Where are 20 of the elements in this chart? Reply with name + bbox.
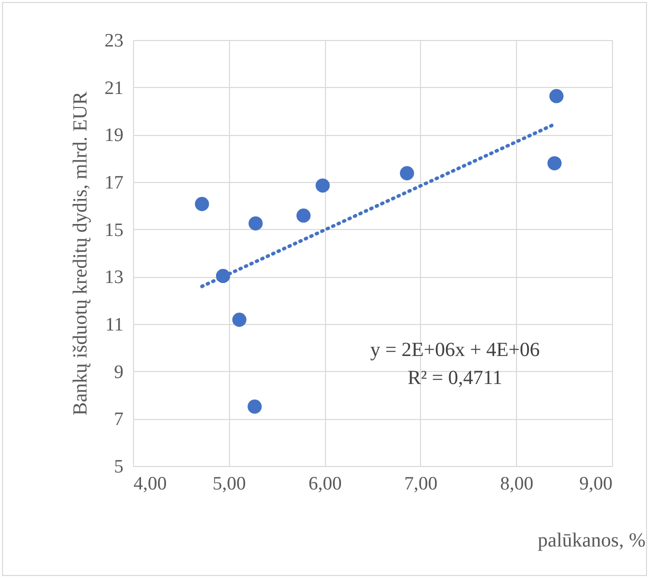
x-tick-label: 5,00 [212,474,246,494]
annotation: R² = 0,4711 [408,367,502,389]
x-tick-label: 6,00 [308,474,342,494]
y-tick-label: 15 [104,220,124,241]
y-tick-label: 21 [104,78,124,99]
y-tick-label: 7 [114,409,124,430]
x-tick-label: 9,00 [579,474,612,494]
y-tick-label: 23 [104,30,124,52]
y-tick-label: 11 [105,314,124,336]
x-tick-label: 7,00 [404,474,438,494]
x-axis-title: palūkanos, % [538,530,646,552]
y-tick-label: 13 [104,267,124,288]
y-tick-label: 9 [114,362,124,383]
annotation: y = 2E+06x + 4E+06 [370,339,540,361]
x-tick-label: 8,00 [500,474,534,494]
y-axis-title: Bankų išduotų kreditų dydis, mlrd. EUR [70,90,92,416]
y-tick-label: 17 [104,172,124,194]
y-tick-label: 19 [104,125,124,146]
x-tick-label: 4,00 [134,474,167,494]
y-tick-label: 5 [114,456,124,478]
